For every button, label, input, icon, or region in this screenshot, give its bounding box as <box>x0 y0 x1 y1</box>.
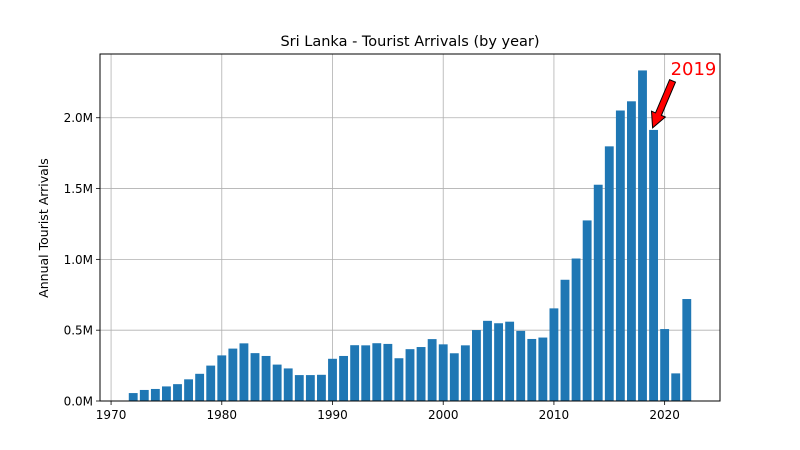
bar <box>460 345 470 401</box>
bar <box>305 375 315 401</box>
x-tick-label: 2000 <box>428 408 459 422</box>
bar <box>671 373 681 401</box>
y-tick-label: 0.5M <box>64 324 93 338</box>
bar <box>438 344 448 401</box>
bar <box>538 337 548 401</box>
bar <box>217 355 227 401</box>
bar <box>649 129 658 401</box>
bar <box>405 349 415 401</box>
bar <box>494 323 503 401</box>
bar <box>128 393 138 401</box>
bar <box>294 375 304 401</box>
bar <box>162 386 171 401</box>
bar <box>615 110 625 402</box>
bar <box>516 330 526 401</box>
bar <box>328 358 337 401</box>
bar <box>472 330 481 401</box>
bar <box>560 279 570 401</box>
x-tick-label: 2010 <box>539 408 570 422</box>
bar <box>150 388 160 401</box>
y-tick-label: 1.5M <box>64 182 93 196</box>
bar <box>627 101 636 402</box>
bar <box>416 347 426 401</box>
bar <box>261 355 271 401</box>
bar <box>638 70 647 402</box>
annotation-label: 2019 <box>671 59 717 80</box>
bar <box>361 345 371 401</box>
bar <box>195 373 205 401</box>
bar <box>250 353 260 401</box>
x-tick-label: 1980 <box>207 408 238 422</box>
x-tick-label: 2020 <box>649 408 680 422</box>
bar <box>527 338 537 401</box>
axis-ticks: 1970 1980 1990 2000 2010 2020 0.0M 0.5M 1.0M 1.5M… <box>64 111 680 422</box>
bar <box>272 364 282 401</box>
bar <box>660 329 670 401</box>
bar <box>283 368 293 401</box>
x-tick-label: 1970 <box>96 408 127 422</box>
bar <box>682 299 692 401</box>
x-tick-label: 1990 <box>317 408 348 422</box>
plot-frame <box>99 53 721 402</box>
bar <box>339 355 348 401</box>
bar <box>228 348 238 401</box>
bar <box>317 374 326 401</box>
bar <box>173 384 182 401</box>
bar <box>239 343 249 401</box>
y-tick-label: 0.0M <box>64 395 93 409</box>
bar <box>139 389 149 401</box>
bar <box>571 258 581 401</box>
bar <box>505 321 515 401</box>
annotation-arrow <box>650 79 677 129</box>
y-tick-label: 1.0M <box>64 253 93 267</box>
bar <box>427 339 437 401</box>
bar <box>372 343 382 401</box>
bar <box>593 184 603 401</box>
bar <box>350 345 360 401</box>
bar <box>449 353 459 401</box>
bar <box>383 343 393 401</box>
bar <box>394 358 404 401</box>
bar <box>604 146 614 401</box>
bar <box>549 308 559 401</box>
y-tick-label: 2.0M <box>64 111 93 125</box>
bars <box>128 70 692 402</box>
chart-title: Sri Lanka - Tourist Arrivals (by year) <box>280 34 539 50</box>
y-axis-label: Annual Tourist Arrivals <box>36 158 51 298</box>
annotation: 2019 <box>650 59 717 129</box>
bar <box>184 379 193 401</box>
bar <box>206 365 216 401</box>
bar <box>582 220 592 401</box>
bar <box>483 320 492 401</box>
